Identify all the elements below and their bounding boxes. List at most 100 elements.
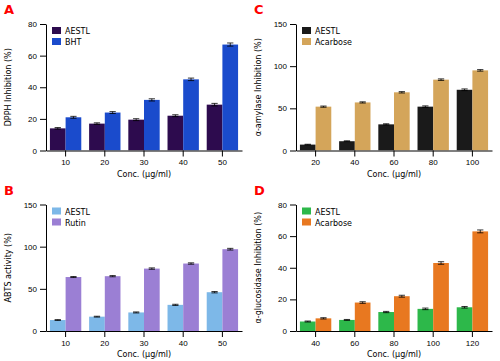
error-bar [305,321,311,323]
error-bar-line [211,103,217,106]
y-tick: 40 [28,83,46,92]
x-tick: 20 [311,151,320,168]
bar [316,107,332,151]
x-tick-label: 30 [140,339,149,348]
bar [355,303,371,331]
x-tick-mark [394,331,395,337]
bar [50,320,66,331]
error-bars [320,230,483,319]
bar [105,113,121,151]
x-tick: 10 [61,151,70,168]
error-bar-line [305,144,311,146]
bar-series [66,249,238,331]
y-tick: 100 [274,62,296,71]
panel-title: D [254,183,265,198]
error-bar-line [461,306,467,308]
bar [300,322,316,331]
x-tick: 60 [390,151,399,168]
y-axis-title: α-glucosidase Inhibition (%) [254,212,263,324]
error-bar-line [383,124,389,125]
panel: 406080100120020406080AESTLAcarboseConc. … [254,183,493,360]
x-tick-mark [65,151,66,157]
error-bars [70,43,233,118]
error-bar-line [320,318,326,319]
error-bar [344,319,350,321]
error-bar [70,277,76,278]
y-tick-label: 50 [28,285,37,294]
error-bar [133,312,139,313]
error-bar [227,43,233,46]
panel-title: C [254,2,264,17]
error-bar-line [55,128,61,130]
bar [418,309,434,331]
bar [183,264,199,331]
x-tick: 60 [350,331,359,348]
y-tick-mark [40,87,46,88]
error-bar-line [422,106,428,108]
x-tick-mark [472,331,473,337]
legend-item: Acarbose [302,219,352,228]
x-tick-mark [354,331,355,337]
x-axis: 1020304050 [47,331,243,348]
error-bar-line [149,268,155,269]
bar [144,100,160,151]
y-tick-mark [40,24,46,25]
error-bar [399,92,405,93]
x-tick: 100 [466,151,480,168]
error-bar-line [320,106,326,107]
error-bar-line [55,319,61,321]
bar [457,90,473,151]
x-tick-mark [222,151,223,157]
bar [168,305,184,331]
legend-item: AESTL [52,208,90,217]
legend-item: Rutin [52,219,86,228]
error-bar [211,103,217,106]
x-tick-label: 20 [100,158,109,167]
plot-area: 406080100120020406080AESTLAcarbose [278,201,492,348]
x-tick: 120 [466,331,480,348]
legend-swatch [52,27,61,34]
error-bar-line [188,263,194,264]
y-axis-title: DPPH Inhibition (%) [4,48,13,126]
legend: AESTL Rutin [52,208,90,228]
x-tick: 80 [429,151,438,168]
x-tick-mark [222,331,223,337]
legend: AESTLAcarbose [302,27,352,47]
y-tick-mark [40,56,46,57]
y-tick-label: 80 [278,201,287,210]
y-tick-mark [290,236,296,237]
error-bar-line [461,89,467,91]
legend-item: AESTL [302,208,340,217]
y-tick-mark [40,119,46,120]
marks [300,230,488,331]
bar [378,312,394,331]
y-axis-line [46,25,47,152]
y-tick-label: 20 [28,115,37,124]
bar [105,276,121,331]
y-axis: 050100150 [24,201,47,337]
panel: 1020304050020406080AESTLBHTConc. (μg/ml)… [4,2,243,179]
error-bar-line [110,276,116,277]
x-axis: 406080100120 [297,331,493,348]
bar [472,231,488,331]
x-tick-label: 10 [61,158,70,167]
error-bar-line [227,43,233,46]
y-tick: 0 [283,327,296,336]
error-bar-line [383,311,389,312]
error-bar-line [172,304,178,305]
x-tick-label: 40 [179,158,188,167]
x-tick-label: 40 [311,339,320,348]
y-tick-mark [40,151,46,152]
x-tick: 40 [179,151,188,168]
error-bar [305,144,311,146]
y-axis-title: ABTS activity (%) [4,233,13,302]
x-tick-label: 80 [429,158,438,167]
error-bar [133,119,139,121]
y-tick-label: 80 [28,20,37,29]
y-tick-mark [290,299,296,300]
y-tick-mark [290,205,296,206]
bar [472,70,488,150]
x-tick-label: 50 [218,158,227,167]
x-tick-label: 80 [390,339,399,348]
error-bar [383,311,389,312]
